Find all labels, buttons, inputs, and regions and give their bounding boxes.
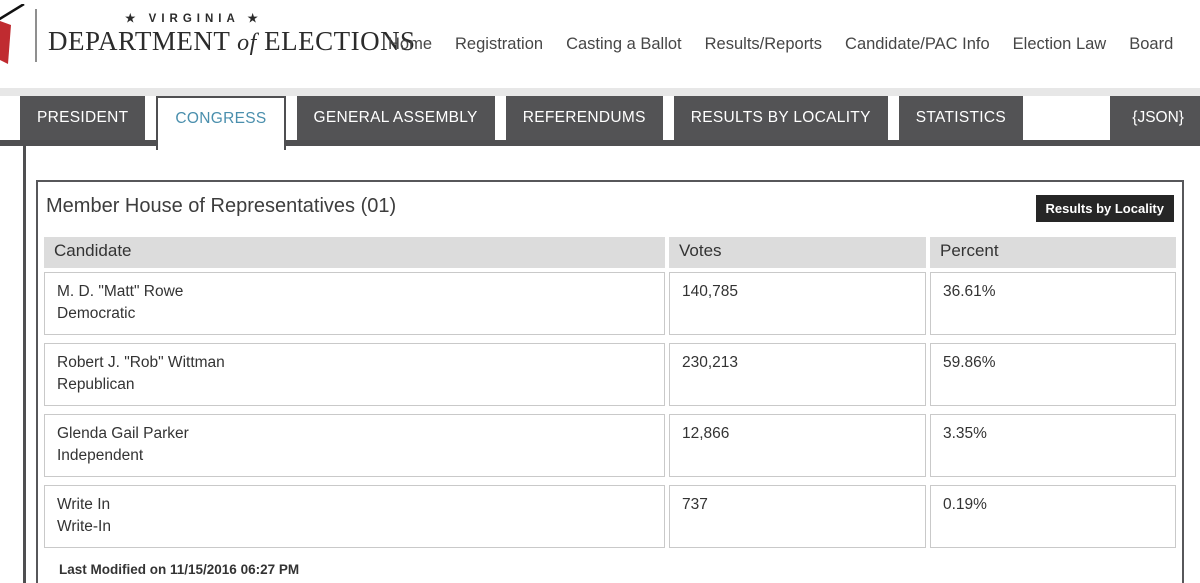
brand-virginia-line: ★ VIRGINIA ★ <box>125 13 263 25</box>
candidate-cell: Robert J. "Rob" Wittman Republican <box>44 343 665 406</box>
header-divider-strip <box>0 88 1200 96</box>
tab-congress[interactable]: CONGRESS <box>156 96 286 150</box>
nav-item-registration[interactable]: Registration <box>455 35 544 53</box>
percent-cell: 3.35% <box>930 414 1176 477</box>
tab-referendums[interactable]: REFERENDUMS <box>505 96 663 140</box>
tab-statistics[interactable]: STATISTICS <box>898 96 1023 140</box>
results-table: Candidate Votes Percent M. D. "Matt" Row… <box>44 237 1176 548</box>
results-panel: Member House of Representatives (01) Res… <box>36 180 1184 583</box>
main-nav: Home Registration Casting a Ballot Results/… <box>388 35 1173 54</box>
panel-head: Member House of Representatives (01) Res… <box>38 182 1182 237</box>
percent-cell: 59.86% <box>930 343 1176 406</box>
votes-cell: 737 <box>669 485 926 548</box>
brand-text: ★ VIRGINIA ★ DEPARTMENT of ELECTIONS <box>48 11 416 57</box>
candidate-name: Robert J. "Rob" Wittman <box>57 354 225 371</box>
candidate-cell: M. D. "Matt" Rowe Democratic <box>44 272 665 335</box>
tab-results-by-locality[interactable]: RESULTS BY LOCALITY <box>673 96 888 140</box>
nav-item-candidate-pac-info[interactable]: Candidate/PAC Info <box>845 35 990 53</box>
column-header-candidate: Candidate <box>44 237 665 268</box>
results-tabstrip: PRESIDENT CONGRESS GENERAL ASSEMBLY REFEREN… <box>0 96 1200 150</box>
page-title: Member House of Representatives (01) <box>46 195 397 217</box>
percent-cell: 36.61% <box>930 272 1176 335</box>
candidate-name: M. D. "Matt" Rowe <box>57 283 184 300</box>
votes-cell: 230,213 <box>669 343 926 406</box>
tab-president[interactable]: PRESIDENT <box>20 96 146 140</box>
brand-divider <box>35 9 37 62</box>
candidate-party: Independent <box>57 447 144 464</box>
nav-item-board[interactable]: Board <box>1129 35 1174 53</box>
virginia-flag-logo-icon <box>0 4 25 64</box>
tabstrip-bottom-border <box>0 140 1200 146</box>
candidate-cell: Write In Write-In <box>44 485 665 548</box>
brand-department-line: DEPARTMENT of ELECTIONS <box>48 26 416 56</box>
tab-general-assembly[interactable]: GENERAL ASSEMBLY <box>296 96 495 140</box>
results-table-body: M. D. "Matt" Rowe Democratic 140,785 36.61%… <box>44 272 1176 548</box>
results-by-locality-button[interactable]: Results by Locality <box>1035 195 1174 222</box>
table-row-write-in: Write In Write-In 737 0.19% <box>44 485 1176 548</box>
nav-item-casting-a-ballot[interactable]: Casting a Ballot <box>566 35 682 53</box>
content-left-border <box>23 146 26 583</box>
percent-cell: 0.19% <box>930 485 1176 548</box>
table-row-robert-j-rob-wittman: Robert J. "Rob" Wittman Republican 230,213… <box>44 343 1176 406</box>
nav-item-results-reports[interactable]: Results/Reports <box>704 35 823 53</box>
votes-cell: 12,866 <box>669 414 926 477</box>
candidate-party: Write-In <box>57 518 111 535</box>
nav-item-election-law[interactable]: Election Law <box>1012 35 1107 53</box>
candidate-party: Democratic <box>57 305 136 322</box>
votes-cell: 140,785 <box>669 272 926 335</box>
tab-json[interactable]: {JSON} <box>1110 96 1200 140</box>
column-header-votes: Votes <box>669 237 926 268</box>
last-modified-note: Last Modified on 11/15/2016 06:27 PM <box>59 562 300 577</box>
candidate-name: Glenda Gail Parker <box>57 425 189 442</box>
candidate-party: Republican <box>57 376 135 393</box>
table-row-glenda-gail-parker: Glenda Gail Parker Independent 12,866 3.35% <box>44 414 1176 477</box>
column-header-percent: Percent <box>930 237 1176 268</box>
candidate-cell: Glenda Gail Parker Independent <box>44 414 665 477</box>
table-row-m-d-matt-rowe: M. D. "Matt" Rowe Democratic 140,785 36.61% <box>44 272 1176 335</box>
nav-item-home[interactable]: Home <box>388 35 433 53</box>
candidate-name: Write In <box>57 496 111 513</box>
site-header: ★ VIRGINIA ★ DEPARTMENT of ELECTIONS Hom… <box>0 0 1200 88</box>
table-header-row: Candidate Votes Percent <box>44 237 1176 268</box>
